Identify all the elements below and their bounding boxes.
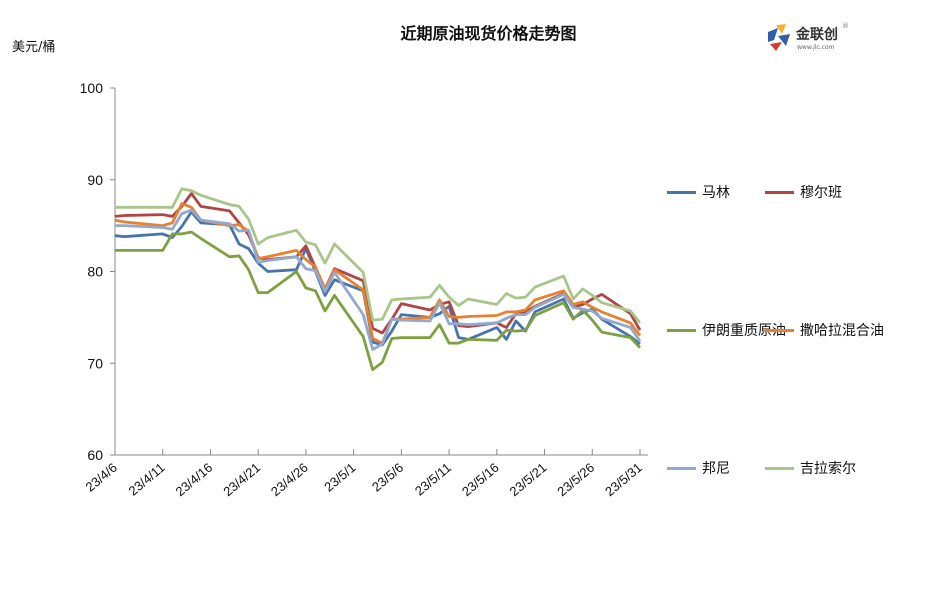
logo-registered-mark: ® [842, 22, 849, 30]
legend-swatch-icon [765, 190, 794, 194]
logo-url: www.jlc.com [797, 44, 835, 51]
legend-swatch-icon [667, 328, 696, 332]
x-tick-label: 23/4/21 [220, 460, 263, 499]
logo-text: 金联创 [796, 27, 838, 43]
x-tick-label: 23/4/16 [173, 460, 216, 499]
x-tick-label: 23/4/6 [83, 460, 120, 495]
y-axis-unit: 美元/桶 [12, 40, 56, 55]
legend-swatch-icon [667, 466, 696, 470]
series-line [114, 202, 642, 345]
x-tick-label: 23/5/16 [459, 460, 502, 499]
series-line [115, 187, 642, 324]
y-tick-label: 60 [87, 447, 103, 463]
legend-label: 穆尔班 [800, 185, 842, 201]
y-tick-label: 80 [87, 264, 103, 280]
legend-item: 穆尔班 [765, 182, 842, 202]
series-line [115, 208, 642, 351]
legend-label: 邦尼 [702, 461, 730, 477]
x-tick-label: 23/4/26 [268, 460, 311, 499]
y-tick-label: 70 [87, 355, 103, 371]
y-tick-label: 90 [87, 172, 103, 188]
y-tick-label: 100 [80, 80, 104, 96]
legend-swatch-icon [765, 328, 794, 332]
legend-item: 吉拉索尔 [765, 458, 856, 478]
x-tick-label: 23/5/11 [412, 460, 454, 499]
legend-label: 吉拉索尔 [800, 461, 856, 477]
legend-swatch-icon [765, 466, 794, 470]
legend-label: 马林 [702, 185, 730, 201]
x-tick-label: 23/4/11 [126, 460, 168, 499]
legend-swatch-icon [667, 190, 696, 194]
legend-item: 邦尼 [667, 458, 730, 478]
logo-mark-icon [768, 24, 790, 51]
legend-item: 伊朗重质原油 [667, 320, 786, 340]
series-line [115, 230, 642, 372]
legend-label: 伊朗重质原油 [702, 323, 786, 339]
brand-logo: 金联创 ® www.jlc.com [766, 22, 856, 56]
x-tick-label: 23/5/6 [369, 460, 406, 495]
chart-title: 近期原油现货价格走势图 [400, 24, 577, 43]
x-tick-label: 23/5/1 [321, 460, 358, 495]
legend-label: 撒哈拉混合油 [800, 323, 884, 339]
legend-item: 马林 [667, 182, 730, 202]
legend-item: 撒哈拉混合油 [765, 320, 884, 340]
x-tick-label: 23/5/31 [602, 460, 645, 499]
x-tick-label: 23/5/26 [554, 460, 597, 499]
x-tick-label: 23/5/21 [507, 460, 550, 499]
